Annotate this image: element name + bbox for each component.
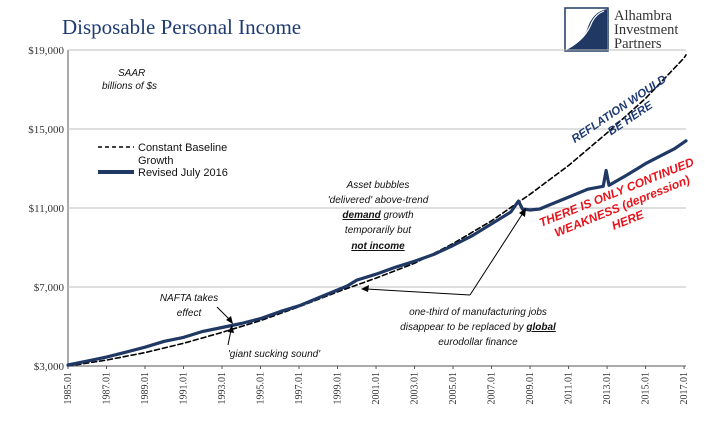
x-tick-label: 1991.01 [179,372,190,405]
mfg-arrowhead-right [519,208,526,217]
giant-label: 'giant sucking sound' [228,349,321,360]
x-tick-label: 2007.01 [487,372,498,405]
asset-line3: demand growth [342,210,414,221]
series-lines [66,54,688,367]
x-tick-label: 1987.01 [102,372,113,405]
x-tick-label: 2013.01 [602,372,613,405]
x-tick-label: 2015.01 [641,372,652,405]
asset-bubble-annotation: Asset bubbles 'delivered' above-trend de… [328,180,429,252]
x-tick-label: 1995.01 [256,372,267,405]
x-tick-label: 2017.01 [679,372,690,405]
manufacturing-annotation: one-third of manufacturing jobs disappea… [361,208,556,348]
y-tick-label: $7,000 [34,282,65,294]
nafta-annotation: NAFTA takes effect 'giant sucking sound' [160,293,321,360]
subtitle-line2: billions of $s [102,81,157,92]
legend: Constant Baseline Growth Revised July 20… [98,142,228,179]
nafta-line2: effect [177,308,203,319]
logo: Alhambra Investment Partners [564,7,678,52]
giant-arrow [227,329,232,346]
x-axis-ticks: 1985.01 1987.01 1989.01 1991.01 1993.01 1995.… [63,366,690,405]
gridlines [68,49,686,288]
asset-line3-rest: growth [381,210,414,221]
mfg-arrowhead-left [361,285,369,292]
y-tick-label: $3,000 [34,361,65,373]
mfg-arrow-left [365,288,471,296]
mfg-arrow-right [469,212,524,296]
x-tick-label: 2001.01 [371,372,382,405]
x-tick-label: 1989.01 [140,372,151,405]
x-tick-label: 1999.01 [333,372,344,405]
series-line-baseline [67,54,687,367]
x-tick-label: 2011.01 [564,372,575,404]
mfg-line2-a: disappear to be replaced by [400,322,526,333]
x-tick-label: 2005.01 [448,372,459,405]
series-line-revised [66,139,688,367]
y-tick-label: $11,000 [29,203,65,215]
reflation-annotation: REFLATION WOULD BE HERE [570,73,669,145]
legend-label-baseline-2: Growth [138,155,173,167]
logo-line3: Partners [614,36,662,52]
y-tick-label: $15,000 [28,124,64,136]
logo-line2: Investment [614,22,678,38]
x-tick-label: 2003.01 [410,372,421,405]
mfg-line2: disappear to be replaced by global [400,322,556,333]
x-tick-label: 1997.01 [294,372,305,405]
logo-emblem-stroke [568,10,605,48]
x-tick-label: 1985.01 [63,372,74,405]
x-tick-label: 1993.01 [217,372,228,405]
giant-arrowhead [228,325,234,333]
mfg-line1: one-third of manufacturing jobs [409,307,547,318]
legend-label-baseline-1: Constant Baseline [138,142,227,154]
asset-line4: temporarily but [345,225,412,236]
legend-label-revised: Revised July 2016 [138,167,228,179]
asset-line5: not income [351,241,405,252]
y-axis-ticks: $3,000 $7,000 $11,000 $15,000 $19,000 [28,45,64,373]
chart-title: Disposable Personal Income [62,15,301,39]
logo-emblem [564,7,609,52]
y-tick-label: $19,000 [28,45,64,57]
nafta-arrowhead [226,316,233,324]
mfg-line3: eurodollar finance [438,337,518,348]
mfg-line2-b: global [525,322,556,333]
subtitle-line1: SAAR [118,68,145,79]
nafta-arrow [216,306,231,321]
x-tick-label: 2009.01 [525,372,536,405]
asset-line1: Asset bubbles [346,180,410,191]
nafta-line1: NAFTA takes [160,293,218,304]
logo-emblem-shape [566,9,607,50]
logo-line1: Alhambra [614,8,673,24]
asset-line2: 'delivered' above-trend [328,195,429,206]
asset-line3-bold: demand [342,210,381,221]
